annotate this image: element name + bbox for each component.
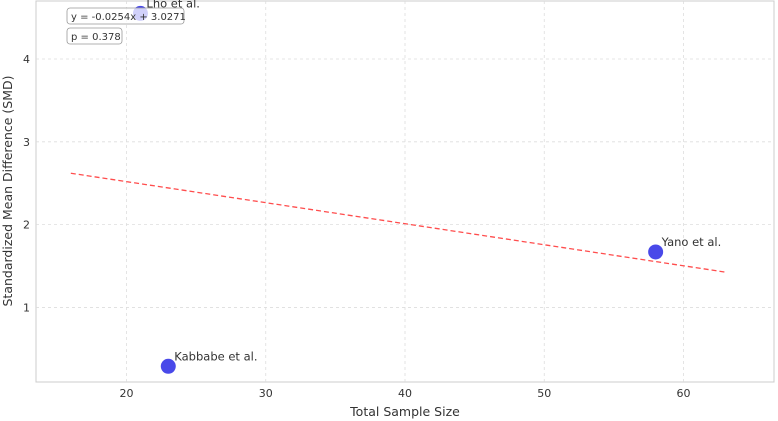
pvalue-box [66,27,123,45]
pvalue-text: p = 0.378 [71,32,121,43]
equation-box [66,7,185,25]
y-tick-label: 1 [23,301,30,314]
y-tick-label: 2 [23,219,30,232]
y-tick-label: 4 [23,53,30,66]
point-labels: Lho et al. Yano et al. Kabbabe et al. [146,0,721,363]
x-axis-ticks: 20 30 40 50 60 [120,387,691,400]
x-tick-label: 20 [120,387,134,400]
data-point [160,358,176,374]
pvalue-annotation: p = 0.378 [66,27,123,45]
x-tick-label: 30 [259,387,273,400]
equation-text: y = -0.0254x + 3.0271 [71,12,186,23]
y-axis-title: Standardized Mean Difference (SMD) [0,75,15,306]
x-tick-label: 60 [676,387,690,400]
trendline [70,172,726,273]
y-axis-ticks: 1 2 3 4 [23,53,30,314]
data-point [648,244,664,260]
grid-lines [36,1,774,382]
y-tick-label: 3 [23,136,30,149]
data-point-label: Lho et al. [146,0,200,10]
equation-annotation: y = -0.0254x + 3.0271 [66,7,186,25]
data-point-label: Kabbabe et al. [174,349,257,363]
data-point-label: Yano et al. [661,235,722,249]
x-tick-label: 40 [398,387,412,400]
plot-area: Lho et al. Yano et al. Kabbabe et al. [35,0,775,383]
x-axis-title: Total Sample Size [349,404,460,419]
x-tick-label: 50 [537,387,551,400]
trendline-group [70,172,726,273]
plot-frame [35,0,775,383]
